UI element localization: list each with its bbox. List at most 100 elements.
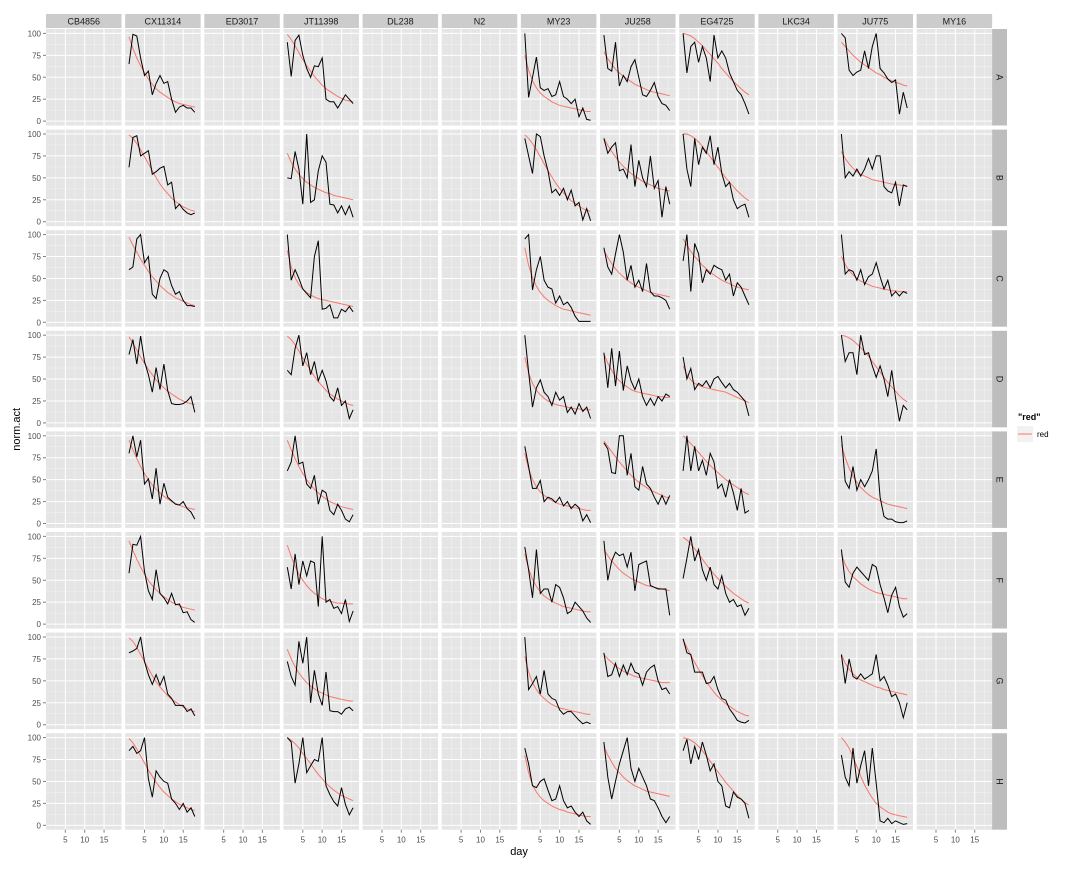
- y-tick-label: 100: [28, 633, 42, 642]
- observed-line: [682, 357, 750, 417]
- fit-line: [128, 336, 195, 405]
- row-strip-A: [991, 29, 1007, 126]
- x-tick-label: 5: [934, 836, 939, 845]
- observed-line: [603, 35, 671, 111]
- facet-strip-ED3017: [204, 14, 280, 28]
- observed-line: [840, 748, 908, 825]
- fit-line: [286, 440, 354, 510]
- observed-line: [128, 233, 195, 307]
- observed-line: [128, 336, 196, 413]
- y-tick-label: 50: [32, 73, 41, 82]
- row-strip-B: [991, 129, 1007, 227]
- y-tick-label: 50: [32, 274, 41, 283]
- observed-line: [128, 33, 196, 114]
- facet-strip-EG4725: [679, 14, 755, 28]
- x-tick-label: 15: [654, 836, 663, 845]
- observed-line: [840, 549, 908, 618]
- facet-strip-label: JU258: [625, 17, 651, 27]
- row-strip-label: D: [995, 376, 1005, 383]
- fit-line: [524, 247, 591, 316]
- row-strip-D: [991, 330, 1007, 428]
- x-tick-label: 10: [951, 836, 960, 845]
- y-tick-label: 100: [28, 130, 42, 139]
- observed-line: [524, 546, 591, 623]
- x-tick-label: 5: [142, 836, 147, 845]
- observed-line: [840, 654, 908, 720]
- y-tick-label: 100: [28, 331, 42, 340]
- y-tick-label: 25: [32, 397, 41, 406]
- observed-line: [128, 134, 196, 216]
- row-strip-label: B: [995, 175, 1005, 181]
- fit-line: [682, 536, 750, 604]
- observed-line: [603, 540, 671, 616]
- y-tick-label: 25: [32, 196, 41, 205]
- y-tick-label: 100: [28, 231, 42, 240]
- x-tick-label: 10: [397, 836, 406, 845]
- observed-line: [682, 739, 750, 819]
- row-strip-E: [991, 431, 1007, 528]
- fit-line: [286, 250, 354, 307]
- x-tick-label: 15: [812, 836, 821, 845]
- y-tick-label: 0: [37, 721, 42, 730]
- observed-line: [286, 33, 354, 109]
- y-tick-label: 0: [37, 821, 42, 830]
- x-tick-label: 15: [733, 836, 742, 845]
- y-tick-label: 50: [32, 576, 41, 585]
- x-tick-label: 5: [855, 836, 860, 845]
- x-tick-label: 10: [476, 836, 485, 845]
- facet-strip-N2: [441, 14, 518, 28]
- fit-line: [128, 134, 195, 212]
- facet-strip-CB4856: [46, 14, 122, 28]
- x-tick-label: 5: [221, 836, 226, 845]
- observed-line: [286, 234, 354, 319]
- facet-strip-JU775: [837, 14, 913, 28]
- x-tick-label: 10: [318, 836, 327, 845]
- fit-line: [286, 33, 354, 103]
- row-strip-label: H: [995, 778, 1005, 785]
- legend-label-red: red: [1037, 430, 1049, 439]
- x-tick-label: 15: [575, 836, 584, 845]
- y-tick-label: 100: [28, 734, 42, 743]
- observed-line: [286, 435, 354, 523]
- x-tick-label: 5: [538, 836, 543, 845]
- observed-line: [682, 435, 750, 514]
- x-tick-label: 10: [159, 836, 168, 845]
- y-tick-label: 25: [32, 598, 41, 607]
- fit-line: [128, 36, 195, 108]
- facet-strip-MY16: [916, 14, 993, 28]
- observed-line: [682, 133, 750, 218]
- x-tick-label: 5: [459, 836, 464, 845]
- x-tick-label: 15: [258, 836, 267, 845]
- observed-line: [128, 534, 196, 623]
- observed-line: [603, 737, 671, 824]
- y-tick-label: 25: [32, 296, 41, 305]
- x-tick-label: 15: [416, 836, 425, 845]
- y-tick-label: 50: [32, 476, 41, 485]
- fit-line: [286, 153, 354, 201]
- fit-line: [603, 51, 670, 97]
- fit-line: [682, 32, 750, 96]
- y-tick-label: 25: [32, 799, 41, 808]
- y-tick-label: 75: [32, 454, 41, 463]
- y-tick-label: 100: [28, 532, 42, 541]
- observed-line: [524, 133, 592, 222]
- y-tick-label: 50: [32, 777, 41, 786]
- y-tick-label: 75: [32, 353, 41, 362]
- fit-line: [524, 754, 591, 817]
- x-tick-label: 15: [495, 836, 504, 845]
- observed-line: [128, 636, 196, 717]
- row-strip-label: F: [995, 578, 1005, 584]
- observed-line: [286, 536, 354, 624]
- x-tick-label: 5: [617, 836, 622, 845]
- x-tick-label: 10: [634, 836, 643, 845]
- y-tick-label: 0: [37, 117, 42, 126]
- observed-line: [524, 446, 592, 523]
- y-tick-label: 25: [32, 95, 41, 104]
- facet-strip-CX11314: [125, 14, 201, 28]
- y-tick-label: 75: [32, 51, 41, 60]
- observed-line: [524, 636, 591, 725]
- row-strip-label: A: [995, 74, 1005, 80]
- x-tick-label: 15: [970, 836, 979, 845]
- x-axis-title: day: [510, 846, 528, 858]
